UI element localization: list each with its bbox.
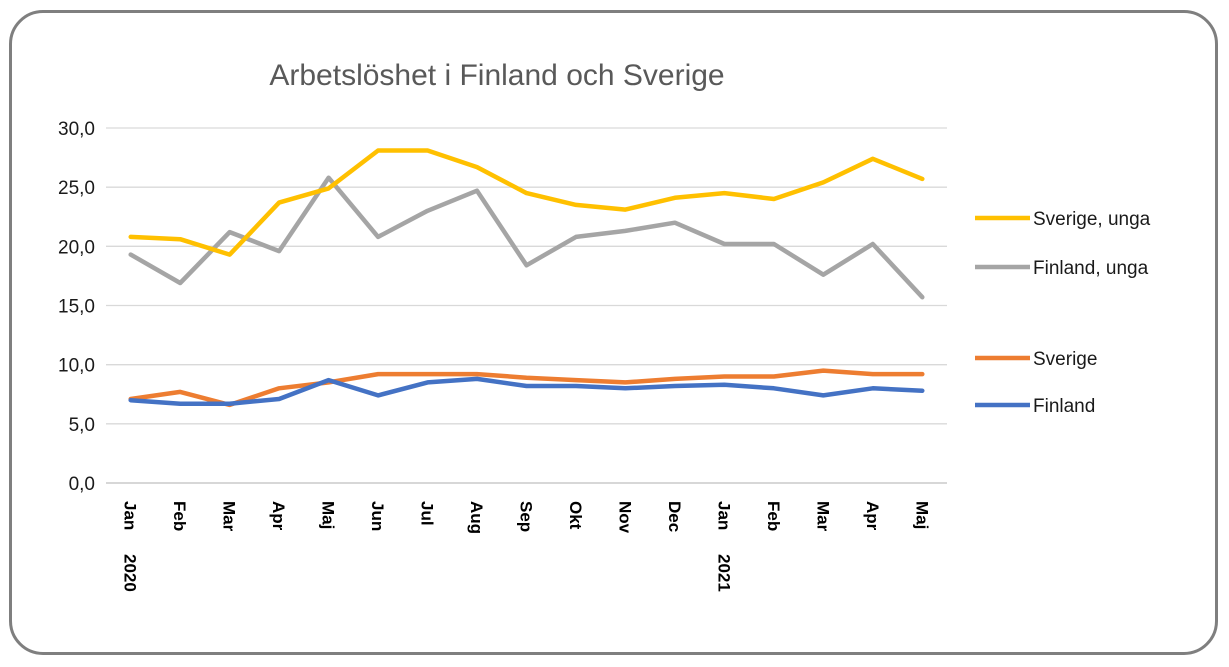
x-year-label: 2021 xyxy=(714,554,733,592)
y-tick-label: 25,0 xyxy=(58,178,95,199)
y-axis-ticks: 0,0 5,0 10,0 15,0 20,0 25,0 30,0 xyxy=(58,119,95,495)
x-tick-label: Jan xyxy=(714,501,733,530)
x-tick-label: Feb xyxy=(764,501,783,531)
x-tick-label: Okt xyxy=(566,501,585,530)
y-tick-label: 30,0 xyxy=(58,119,95,140)
x-tick-label: Nov xyxy=(615,501,634,534)
chart-title: Arbetslöshet i Finland och Sverige xyxy=(269,59,724,92)
legend-label: Finland, unga xyxy=(1033,258,1149,279)
x-tick-label: Maj xyxy=(912,501,931,529)
x-tick-label: Aug xyxy=(467,501,486,534)
legend-label: Sverige xyxy=(1033,349,1097,370)
legend: Sverige, unga Finland, unga Sverige Finland xyxy=(975,209,1151,417)
x-year-label: 2020 xyxy=(121,554,140,592)
y-tick-label: 0,0 xyxy=(69,474,95,495)
x-tick-label: Feb xyxy=(170,501,189,531)
y-tick-label: 5,0 xyxy=(69,415,95,436)
x-tick-label: Sep xyxy=(517,501,536,532)
x-tick-label: Mar xyxy=(220,501,239,532)
x-tick-label: Jun xyxy=(368,501,387,531)
legend-label: Sverige, unga xyxy=(1033,209,1151,230)
x-tick-label: Dec xyxy=(665,501,684,532)
series-line xyxy=(128,175,925,300)
series-line xyxy=(128,376,925,406)
x-tick-label: Maj xyxy=(319,501,338,529)
y-tick-label: 10,0 xyxy=(58,356,95,377)
series-line xyxy=(128,148,925,257)
y-tick-label: 20,0 xyxy=(58,237,95,258)
x-tick-label: Apr xyxy=(269,501,288,531)
y-tick-label: 15,0 xyxy=(58,297,95,318)
x-tick-label: Jul xyxy=(418,501,437,526)
x-tick-label: Apr xyxy=(863,501,882,531)
series-line xyxy=(128,368,925,408)
chart-frame xyxy=(9,10,1218,655)
series-lines xyxy=(128,148,925,408)
x-tick-label: Mar xyxy=(813,501,832,532)
x-axis-ticks: Jan Feb Mar Apr Maj Jun Jul Aug Sep Okt Nov Dec Jan F… xyxy=(121,501,932,592)
x-tick-label: Jan xyxy=(121,501,140,530)
legend-label: Finland xyxy=(1033,396,1095,417)
